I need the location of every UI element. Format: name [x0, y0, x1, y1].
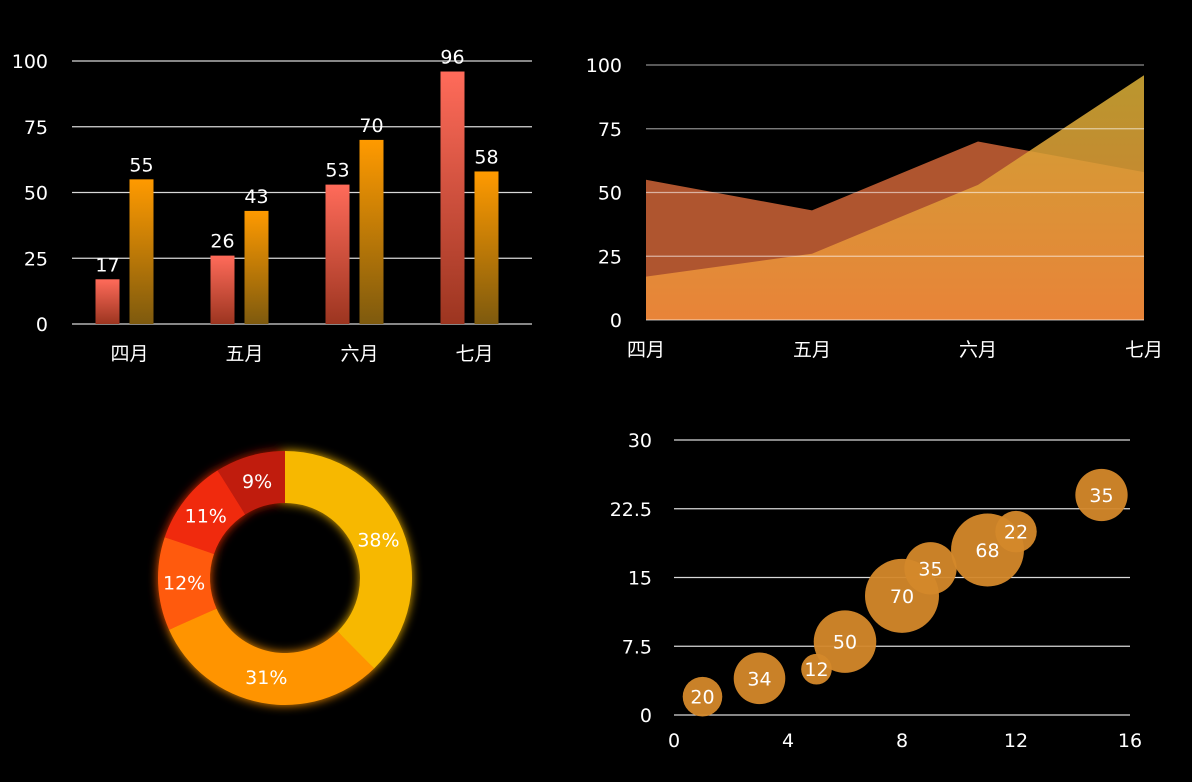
- area-x-tick-label: 七月: [1125, 339, 1163, 361]
- bubble-data-label: 35: [1089, 485, 1113, 507]
- donut-slice-label: 9%: [242, 471, 272, 493]
- bar-series-2: [244, 210, 269, 324]
- bubble-point: [682, 676, 723, 717]
- bubble-y-tick-label: 15: [628, 568, 652, 590]
- bar-data-label: 55: [129, 154, 153, 176]
- donut-chart: 38% 31% 12% 11% 9%: [158, 451, 412, 705]
- bubble-data-label: 70: [890, 586, 914, 608]
- bubble-x-tick-label: 0: [668, 730, 680, 752]
- bar-data-label: 53: [325, 160, 349, 182]
- bubble-point: [813, 610, 877, 673]
- bar-y-tick-label: 100: [12, 51, 48, 73]
- donut-slice-label: 31%: [245, 667, 287, 689]
- area-chart: 0 25 50 75 100 四月 五月 六月 七月: [586, 55, 1163, 361]
- area-y-tick-label: 25: [598, 246, 622, 268]
- bubble-x-tick-label: 4: [782, 730, 794, 752]
- donut-slice: [217, 451, 285, 515]
- bar-chart: 0 25 50 75 100 17 55 四月 26 43 五月 53 70 六月 96 58 七月: [12, 47, 532, 365]
- bar-data-label: 43: [244, 186, 268, 208]
- donut-slice: [169, 608, 375, 705]
- bar-data-label: 58: [474, 146, 498, 168]
- area-x-tick-label: 六月: [959, 339, 997, 361]
- bar-x-tick-label: 七月: [455, 343, 493, 365]
- bar-x-tick-label: 五月: [225, 343, 263, 365]
- bubble-x-tick-label: 16: [1118, 730, 1142, 752]
- bubble-x-tick-label: 12: [1004, 730, 1028, 752]
- bar-series-1: [440, 71, 465, 325]
- donut-slice: [164, 470, 246, 554]
- bubble-y-tick-label: 22.5: [610, 499, 652, 521]
- bubble-data-label: 50: [833, 632, 857, 654]
- area-x-tick-label: 五月: [793, 339, 831, 361]
- bar-y-tick-label: 50: [24, 183, 48, 205]
- area-y-tick-label: 50: [598, 183, 622, 205]
- bar-data-label: 17: [95, 254, 119, 276]
- area-series-2: [646, 75, 1144, 320]
- bubble-data-label: 12: [804, 659, 828, 681]
- donut-slice: [285, 451, 412, 669]
- bubble-point: [995, 510, 1037, 553]
- bubble-data-label: 34: [747, 668, 771, 690]
- bar-series-2: [359, 139, 384, 324]
- bar-y-tick-label: 25: [24, 248, 48, 270]
- bubble-y-tick-label: 0: [640, 705, 652, 727]
- bubble-data-label: 22: [1004, 522, 1028, 544]
- donut-slice: [158, 537, 217, 630]
- bubble-point: [733, 652, 786, 705]
- bubble-data-label: 68: [975, 540, 999, 562]
- area-y-tick-label: 100: [586, 55, 622, 77]
- bar-series-1: [210, 255, 235, 324]
- bubble-point: [1075, 468, 1128, 522]
- bar-data-label: 70: [359, 115, 383, 137]
- bubble-data-label: 20: [690, 687, 714, 709]
- bubble-y-tick-label: 30: [628, 430, 652, 452]
- bar-x-tick-label: 四月: [110, 343, 148, 365]
- donut-slice-label: 38%: [357, 530, 399, 552]
- bar-y-tick-label: 0: [36, 314, 48, 336]
- bar-data-label: 26: [210, 231, 234, 253]
- bubble-y-tick-label: 7.5: [622, 636, 652, 658]
- bar-data-label: 96: [440, 47, 464, 69]
- bar-x-tick-label: 六月: [340, 343, 378, 365]
- bubble-x-tick-label: 8: [896, 730, 908, 752]
- bar-series-1: [325, 184, 350, 324]
- donut-slice-label: 12%: [163, 573, 205, 595]
- bar-series-1: [95, 279, 120, 324]
- donut-slice-label: 11%: [185, 505, 227, 527]
- bar-y-tick-label: 75: [24, 117, 48, 139]
- area-y-tick-label: 75: [598, 119, 622, 141]
- bar-series-2: [129, 179, 154, 324]
- bar-series-2: [474, 171, 499, 324]
- bubble-data-label: 35: [918, 558, 942, 580]
- bubble-point: [904, 542, 957, 595]
- area-x-tick-label: 四月: [627, 339, 665, 361]
- area-y-tick-label: 0: [610, 310, 622, 332]
